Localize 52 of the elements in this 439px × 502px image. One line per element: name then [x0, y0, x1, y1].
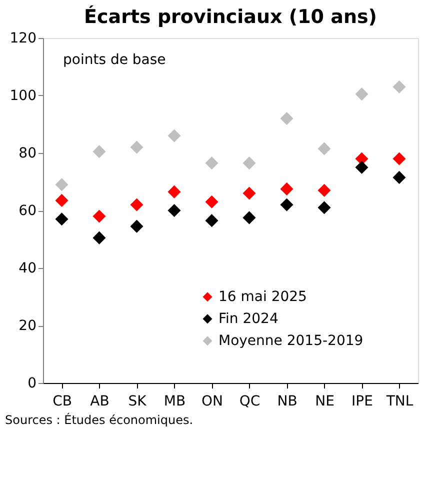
x-tick-label: MB — [164, 394, 186, 410]
point — [168, 185, 181, 198]
point — [318, 142, 331, 156]
point — [318, 201, 331, 214]
point — [205, 195, 218, 208]
x-tick-label: TNL — [385, 394, 414, 410]
chart-title: Écarts provinciaux (10 ans) — [84, 5, 377, 28]
y-axis-title: points de base — [63, 52, 166, 68]
x-tick-label: IPE — [352, 394, 373, 410]
point — [280, 198, 294, 212]
y-tick-label: 80 — [18, 146, 36, 162]
point — [168, 204, 181, 218]
point — [392, 170, 406, 184]
y-tick-label: 20 — [18, 318, 36, 334]
point — [92, 145, 106, 158]
point — [130, 220, 144, 233]
x-tick-label: CB — [52, 394, 72, 410]
y-tick-label: 0 — [28, 376, 36, 392]
legend-label: Fin 2024 — [218, 310, 278, 327]
point — [130, 198, 144, 212]
point — [242, 156, 256, 170]
source-note: Sources : Études économiques. — [5, 412, 194, 427]
y-tick-label: 40 — [18, 260, 36, 276]
point — [130, 140, 144, 154]
point — [318, 184, 331, 197]
point — [355, 88, 368, 101]
x-tick-label: NE — [315, 394, 334, 410]
y-tick-label: 60 — [18, 203, 36, 219]
x-tick-label: SK — [128, 394, 148, 410]
point — [55, 178, 68, 192]
y-tick-label: 100 — [10, 88, 36, 104]
y-tick-label: 120 — [10, 30, 36, 46]
point — [242, 211, 256, 224]
x-tick-label: AB — [90, 394, 110, 410]
legend-label: 16 mai 2025 — [218, 288, 307, 305]
point — [280, 112, 294, 126]
point — [280, 182, 294, 196]
point — [392, 152, 406, 166]
point — [205, 156, 218, 170]
x-tick-label: QC — [239, 394, 260, 410]
x-tick-label: NB — [277, 394, 298, 410]
point — [92, 231, 106, 244]
point — [92, 210, 106, 223]
point — [242, 186, 256, 200]
point — [168, 129, 181, 142]
x-tick-label: ON — [202, 394, 223, 410]
legend-label: Moyenne 2015-2019 — [218, 332, 364, 349]
point — [55, 212, 68, 226]
point — [355, 160, 368, 174]
point — [205, 214, 218, 228]
point — [392, 80, 406, 94]
point — [55, 194, 68, 207]
